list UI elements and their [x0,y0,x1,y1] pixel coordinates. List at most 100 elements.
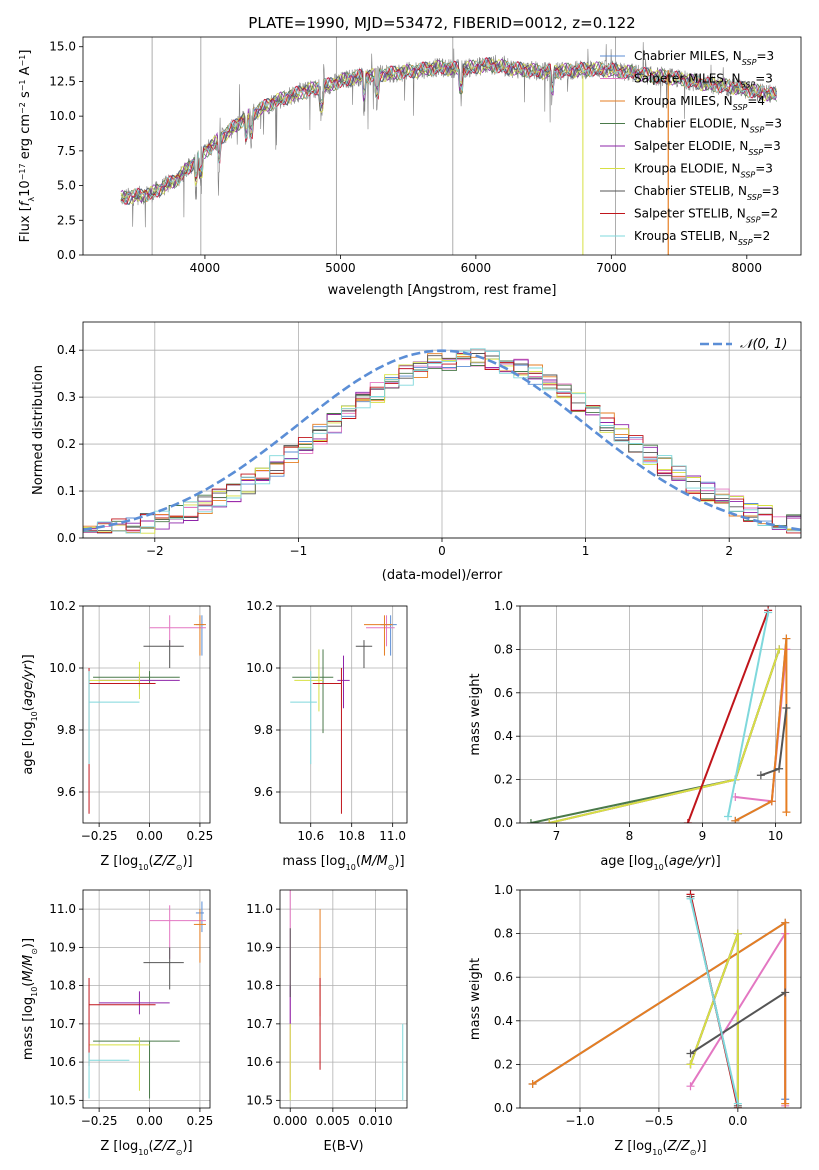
mass-weight-point [782,808,791,817]
y-tick-label: 0.2 [57,437,76,451]
x-axis-label: Z [log10(Z/Z⊙)] [100,854,192,872]
axes-frame [519,605,802,824]
y-tick-label: 9.6 [57,785,76,799]
mass-weight-vs-Z-plot-area [528,890,790,1108]
y-axis-label: Normed distribution [31,365,46,495]
mass-weight-vs-age-plot-area [526,606,791,823]
age-vs-mass-panel: 10.6 10.8 11.0 9.6 9.8 10.0 10.2 mass [log10(M/… [246,599,408,872]
mass-weight-line [760,707,788,777]
x-axis-label: Z [log10(Z/Z⊙)] [614,1139,706,1157]
y-tick-label: 15.0 [49,40,76,54]
spectrum-legend: Chabrier MILES, NSSP=3 Salpeter MILES, NS… [600,49,782,247]
y-tick-label: 0.0 [494,1101,513,1115]
mass-weight-point [782,703,791,712]
y-tick-label: 5.0 [57,179,76,193]
x-tick-label: 0.0 [728,1114,747,1128]
x-tick-label: 0.25 [187,829,214,843]
y-axis-label: age [log10(age/yr)] [21,654,39,774]
legend-label: Salpeter STELIB, NSSP=2 [634,207,778,225]
legend-label: 𝒩(0, 1) [740,337,787,352]
axes-frame [82,889,211,1109]
x-axis-label: wavelength [Angstrom, rest frame] [328,283,557,298]
spectrum-plot-area [120,37,777,255]
y-tick-label: 10.0 [49,661,76,675]
y-tick-label: 0.8 [494,927,513,941]
age-vs-mass-plot-area [290,615,397,814]
y-tick-label: 10.9 [246,940,273,954]
y-tick-label: 0.0 [57,531,76,545]
x-tick-label: 10.8 [338,829,365,843]
y-tick-label: 10.8 [49,979,76,993]
y-tick-label: 2.5 [57,213,76,227]
mass-weight-point [731,816,740,823]
mass-weight-point [545,819,554,823]
mass-weight-point [724,812,733,821]
y-tick-label: 9.8 [254,723,273,737]
x-tick-label: 0.00 [136,829,163,843]
y-tick-label: 10.6 [246,1055,273,1069]
age-vs-Z-panel: −0.25 0.00 0.25 9.6 9.8 10.0 10.2 Z [log10(Z/Z⊙… [21,599,213,872]
mass-weight-point [781,918,790,927]
legend-label: Kroupa MILES, NSSP=4 [634,94,765,112]
spectrum-panel: 4000 5000 6000 7000 8000 0.0 2.5 5.0 7.5 10.0 12.5… [18,14,802,298]
y-tick-label: 10.6 [49,1055,76,1069]
y-tick-label: 0.1 [57,484,76,498]
y-axis-label: mass [log10(M/M⊙)] [21,938,39,1060]
mass-vs-Z-plot-area [88,901,206,1099]
x-tick-label: −1 [290,544,308,558]
mass-weight-point [683,819,692,823]
mass-weight-point [733,929,742,938]
x-tick-label: 7000 [596,261,627,275]
x-tick-label: 10 [768,829,783,843]
x-axis-label: mass [log10(M/M⊙)] [282,854,404,872]
mass-weight-line [686,609,770,823]
mass-vs-Z-panel: −0.25 0.00 0.25 10.5 10.6 10.7 10.8 10.9 11.0 Z [… [21,889,214,1157]
x-axis-label: E(B-V) [323,1139,363,1154]
y-tick-label: 11.0 [49,902,76,916]
legend-label: Salpeter ELODIE, NSSP=3 [634,139,781,157]
age-vs-Z-plot-area [88,615,206,814]
y-tick-label: 0.4 [494,1014,513,1028]
y-tick-label: 0.6 [494,686,513,700]
x-axis-label: (data-model)/error [382,568,503,583]
y-tick-label: 1.0 [494,883,513,897]
chart-title: PLATE=1990, MJD=53472, FIBERID=0012, z=0… [248,14,635,32]
y-tick-label: 0.4 [494,729,513,743]
x-tick-label: 0.25 [187,1114,214,1128]
x-tick-label: −2 [146,544,164,558]
y-tick-label: 10.0 [246,661,273,675]
y-tick-label: 0.2 [494,1057,513,1071]
x-tick-label: 10.6 [297,829,324,843]
mass-vs-EBV-panel: 0.000 0.005 0.010 10.5 10.6 10.7 10.8 10.9 11.0 E… [246,889,408,1154]
legend-label: Kroupa STELIB, NSSP=2 [634,229,770,247]
x-axis-label: Z [log10(Z/Z⊙)] [100,1139,192,1157]
y-tick-label: 10.7 [246,1017,273,1031]
x-tick-label: 11.0 [379,829,406,843]
y-tick-label: 0.8 [494,642,513,656]
y-tick-label: 1.0 [494,599,513,613]
mass-vs-EBV-plot-area [289,890,404,1101]
mass-weight-point [764,608,773,617]
mass-weight-point [782,634,791,643]
y-axis-label: Flux [fλ10−17 erg cm−2 s−1 A−1] [18,50,36,243]
x-tick-label: −0.5 [644,1114,673,1128]
legend-label: Chabrier ELODIE, NSSP=3 [634,117,782,135]
mass-weight-line [689,991,786,1055]
y-tick-label: 9.6 [254,785,273,799]
mass-weight-point [767,797,776,806]
x-tick-label: 0.000 [273,1114,307,1128]
mass-weight-line [727,612,770,817]
x-tick-label: 0 [438,544,446,558]
mass-weight-line [689,898,739,1104]
residual-histogram [83,348,801,538]
mass-weight-point [686,1082,695,1091]
x-tick-label: 7 [553,829,561,843]
axes-frame [279,605,408,824]
y-tick-label: 0.4 [57,343,76,357]
x-tick-label: 0.00 [136,1114,163,1128]
axes-frame [82,605,211,824]
x-tick-label: 6000 [461,261,492,275]
axes-frame [279,889,408,1109]
mass-weight-point [781,988,790,997]
